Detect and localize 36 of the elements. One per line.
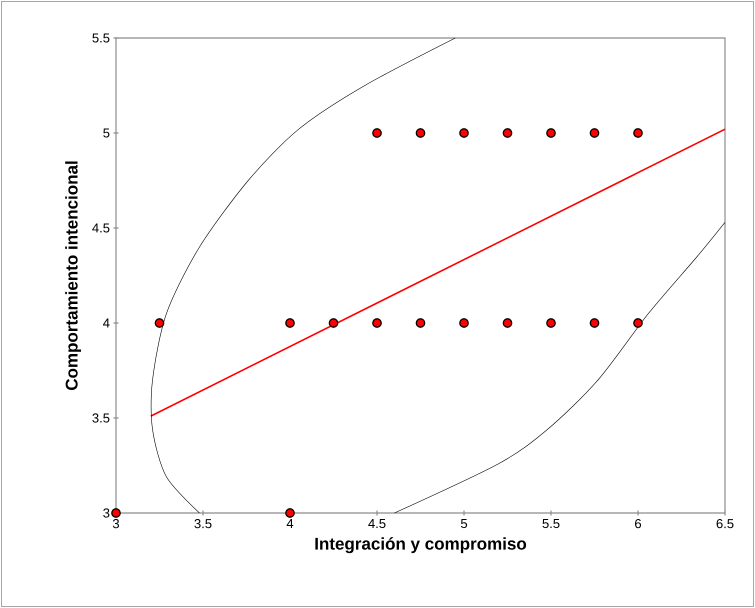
y-tick-label: 3.5 (92, 413, 110, 423)
point (502, 128, 512, 138)
point (372, 318, 382, 328)
point (416, 318, 426, 328)
point (154, 318, 164, 328)
x-tick-label: 6.5 (716, 519, 734, 528)
x-tick-label: 5.5 (542, 519, 560, 528)
x-tick-label: 3 (112, 519, 120, 528)
point (111, 508, 121, 518)
point (372, 128, 382, 138)
x-tick-label: 4 (286, 519, 294, 528)
point (590, 318, 600, 328)
x-tick-label: 5 (460, 519, 468, 528)
y-tick-label: 4 (103, 318, 110, 328)
y-tick-label: 4.5 (92, 223, 110, 233)
point (546, 318, 556, 328)
x-axis-title: Integración y compromiso (315, 537, 526, 554)
x-tick-label: 3.5 (194, 519, 212, 528)
y-tick-label: 5 (103, 128, 110, 138)
point (328, 318, 338, 328)
point (285, 318, 295, 328)
point (633, 318, 643, 328)
point (546, 128, 556, 138)
x-tick-label: 6 (635, 519, 642, 528)
x-tick-label: 4.5 (368, 519, 386, 528)
point (502, 318, 512, 328)
y-tick-label: 5.5 (92, 33, 110, 43)
point (633, 128, 643, 138)
point (459, 128, 469, 138)
point (590, 128, 600, 138)
line-series (394, 222, 726, 514)
point (285, 508, 295, 518)
point (416, 128, 426, 138)
point (459, 318, 469, 328)
y-axis-title: Comportamiento intencional (65, 161, 82, 390)
y-tick-label: 3 (103, 508, 110, 518)
